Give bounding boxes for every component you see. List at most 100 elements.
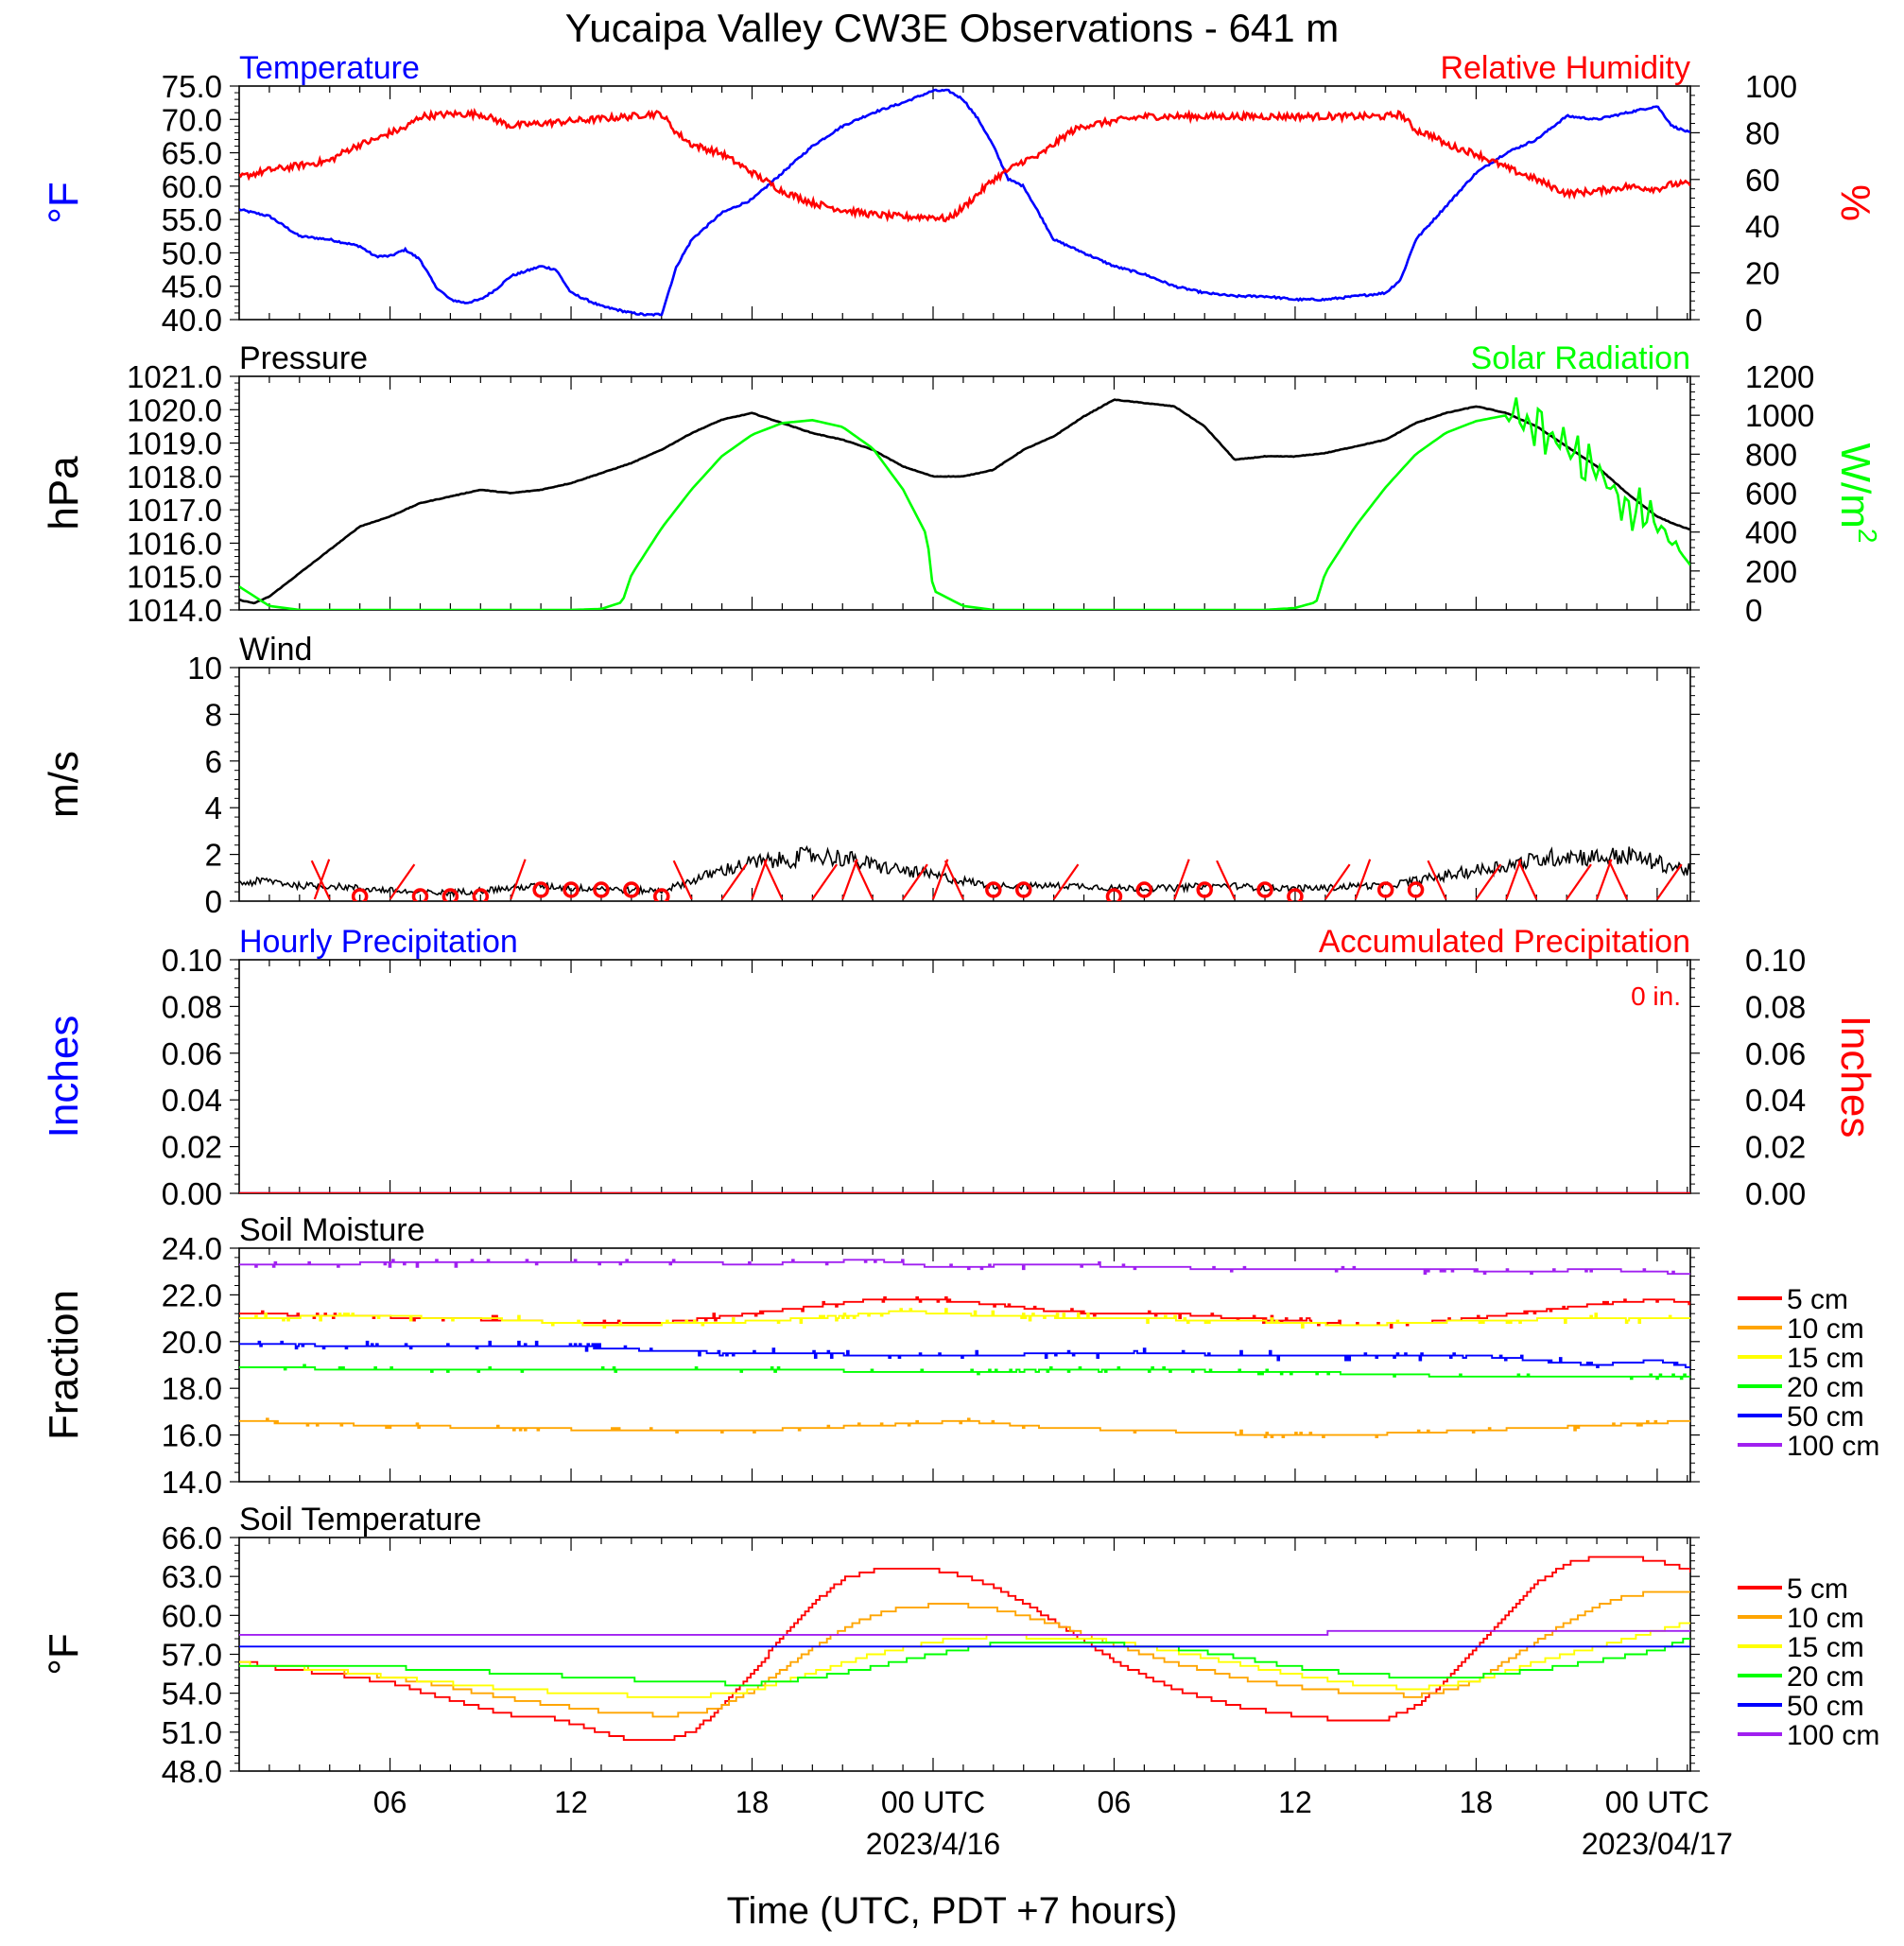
y-axis-label-superscript: 2 xyxy=(1853,529,1882,544)
wind-barb-staff xyxy=(1052,863,1080,900)
y-axis-label-left: Inches xyxy=(41,1016,87,1138)
wind-barb-staff xyxy=(389,863,416,900)
y-tick-label-left: 54.0 xyxy=(162,1677,222,1711)
wind-barb-staff xyxy=(902,863,928,900)
wind-barb-staff xyxy=(510,859,527,900)
wind-barb-staff xyxy=(1475,863,1502,900)
x-axis-label: Time (UTC, PDT +7 hours) xyxy=(727,1890,1178,1932)
wind-barb-staff xyxy=(720,863,748,900)
y-tick-label-right: 40 xyxy=(1745,209,1780,244)
y-tick-label-left: 1020.0 xyxy=(127,392,222,427)
wind-barb-staff xyxy=(313,859,331,900)
wind-barb-staff xyxy=(1216,860,1237,900)
wind-barb-staff xyxy=(854,860,874,900)
y-tick-label-right: 800 xyxy=(1745,437,1797,472)
calm-wind-circle xyxy=(532,881,549,898)
y-tick-label-right: 600 xyxy=(1745,477,1797,512)
time-axis: 06 12 18 00 UTC 06 12 18 00 UTC 2023/4/16 2023/04… xyxy=(373,1785,1733,1861)
y-tick-label-left: 18.0 xyxy=(162,1371,222,1406)
wind-barb-staff xyxy=(1596,859,1613,900)
calm-wind-circle xyxy=(563,881,580,898)
y-tick-label-right: 0 xyxy=(1745,593,1762,628)
y-tick-label-left: 55.0 xyxy=(162,202,222,237)
y-axis-label-right: Inches xyxy=(1832,1016,1878,1138)
panel-precip: 0.10 0.08 0.06 0.04 0.02 0.00 0.10 0.08 0.06 0.04… xyxy=(41,924,1878,1211)
y-tick-label-left: 45.0 xyxy=(162,269,222,304)
panel-title-left: Pressure xyxy=(239,340,368,376)
panel-title-left: Wind xyxy=(239,632,312,668)
y-tick-label-left: 1017.0 xyxy=(127,493,222,528)
wind-barb-staff xyxy=(751,859,768,900)
series-group xyxy=(239,88,1690,317)
y-tick-label-left: 0.04 xyxy=(162,1083,222,1118)
y-tick-label-right: 0.04 xyxy=(1745,1083,1806,1118)
legend-label: 50 cm xyxy=(1787,1401,1864,1433)
y-tick-label-left: 40.0 xyxy=(162,303,222,338)
series-group xyxy=(239,1259,1690,1439)
wind-barb-staff xyxy=(763,860,784,900)
y-tick-label-left: 70.0 xyxy=(162,102,222,137)
plot-frame xyxy=(238,959,1691,1194)
calm-wind-circle xyxy=(1105,888,1123,901)
y-tick-label-left: 60.0 xyxy=(162,1598,222,1633)
y-tick-label-left: 57.0 xyxy=(162,1638,222,1673)
y-tick-label-right: 0.10 xyxy=(1745,943,1806,978)
y-tick-label-left: 16.0 xyxy=(162,1418,222,1453)
series-line-50-cm xyxy=(239,1340,1690,1368)
wind-barb-staff xyxy=(1566,863,1592,900)
y-tick-label-left: 1018.0 xyxy=(127,460,222,495)
panel-pressure_solar: 1021.01020.01019.01018.01017.01016.01015… xyxy=(41,340,1882,628)
y-tick-label-left: 0.00 xyxy=(162,1176,222,1211)
wind-barb-staff xyxy=(1655,863,1683,900)
series-line-5-cm xyxy=(239,1555,1690,1742)
series-group xyxy=(239,844,1690,898)
y-tick-label-left: 14.0 xyxy=(162,1465,222,1500)
y-tick-label-left: 65.0 xyxy=(162,136,222,171)
wind-barb-staff xyxy=(1324,863,1351,900)
y-tick-label-left: 6 xyxy=(205,744,222,779)
plot-frame xyxy=(238,375,1691,611)
y-tick-label-left: 22.0 xyxy=(162,1277,222,1312)
y-tick-label-right: 0.02 xyxy=(1745,1130,1806,1165)
y-tick-label-left: 0.02 xyxy=(162,1130,222,1165)
legend-label: 10 cm xyxy=(1787,1603,1864,1634)
calm-wind-circle xyxy=(411,888,429,901)
wind-barb-staff xyxy=(1505,859,1522,900)
wind-barbs xyxy=(310,859,1683,901)
y-tick-label-right: 0.08 xyxy=(1745,989,1806,1024)
time-tick-label: 18 xyxy=(736,1785,770,1819)
y-tick-label-right: 60 xyxy=(1745,163,1780,198)
series-line-15-cm xyxy=(239,1308,1690,1329)
y-tick-label-left: 2 xyxy=(205,838,222,873)
panel-soil_temp: 66.0 63.0 60.0 57.0 54.0 51.0 48.0 Soil Tempera… xyxy=(41,1502,1879,1789)
y-axis-label-left: hPa xyxy=(41,456,87,530)
wind-barb-staff xyxy=(811,863,839,900)
series-line-black xyxy=(239,398,1690,605)
y-tick-label-left: 0.08 xyxy=(162,989,222,1024)
figure-title: Yucaipa Valley CW3E Observations - 641 m xyxy=(565,6,1340,50)
calm-wind-circle xyxy=(1287,888,1304,901)
series-line-red xyxy=(239,107,1690,223)
y-tick-label-left: 0 xyxy=(205,884,222,919)
legend-label: 5 cm xyxy=(1787,1284,1848,1315)
y-tick-label-right: 200 xyxy=(1745,554,1797,589)
y-tick-label-left: 1019.0 xyxy=(127,426,222,461)
y-tick-label-left: 51.0 xyxy=(162,1715,222,1750)
calm-wind-circle xyxy=(1376,881,1394,898)
y-tick-label-right: 1000 xyxy=(1745,398,1814,433)
time-tick-label: 18 xyxy=(1460,1785,1494,1819)
y-tick-label-right: 80 xyxy=(1745,115,1780,150)
wind-barb-staff xyxy=(1607,860,1628,900)
legend-label: 15 cm xyxy=(1787,1343,1864,1374)
y-axis-label-left: Fraction xyxy=(41,1290,87,1440)
legend-label: 5 cm xyxy=(1787,1573,1848,1605)
panel-title-right: Accumulated Precipitation xyxy=(1319,924,1690,960)
y-tick-label-left: 60.0 xyxy=(162,169,222,204)
y-tick-label-right: 0 xyxy=(1745,303,1762,338)
plot-frame xyxy=(238,1247,1691,1483)
date-label: 2023/04/17 xyxy=(1582,1827,1733,1861)
calm-wind-circle xyxy=(653,888,670,901)
y-axis-label-left: °F xyxy=(41,182,87,223)
plot-frame xyxy=(238,85,1691,321)
